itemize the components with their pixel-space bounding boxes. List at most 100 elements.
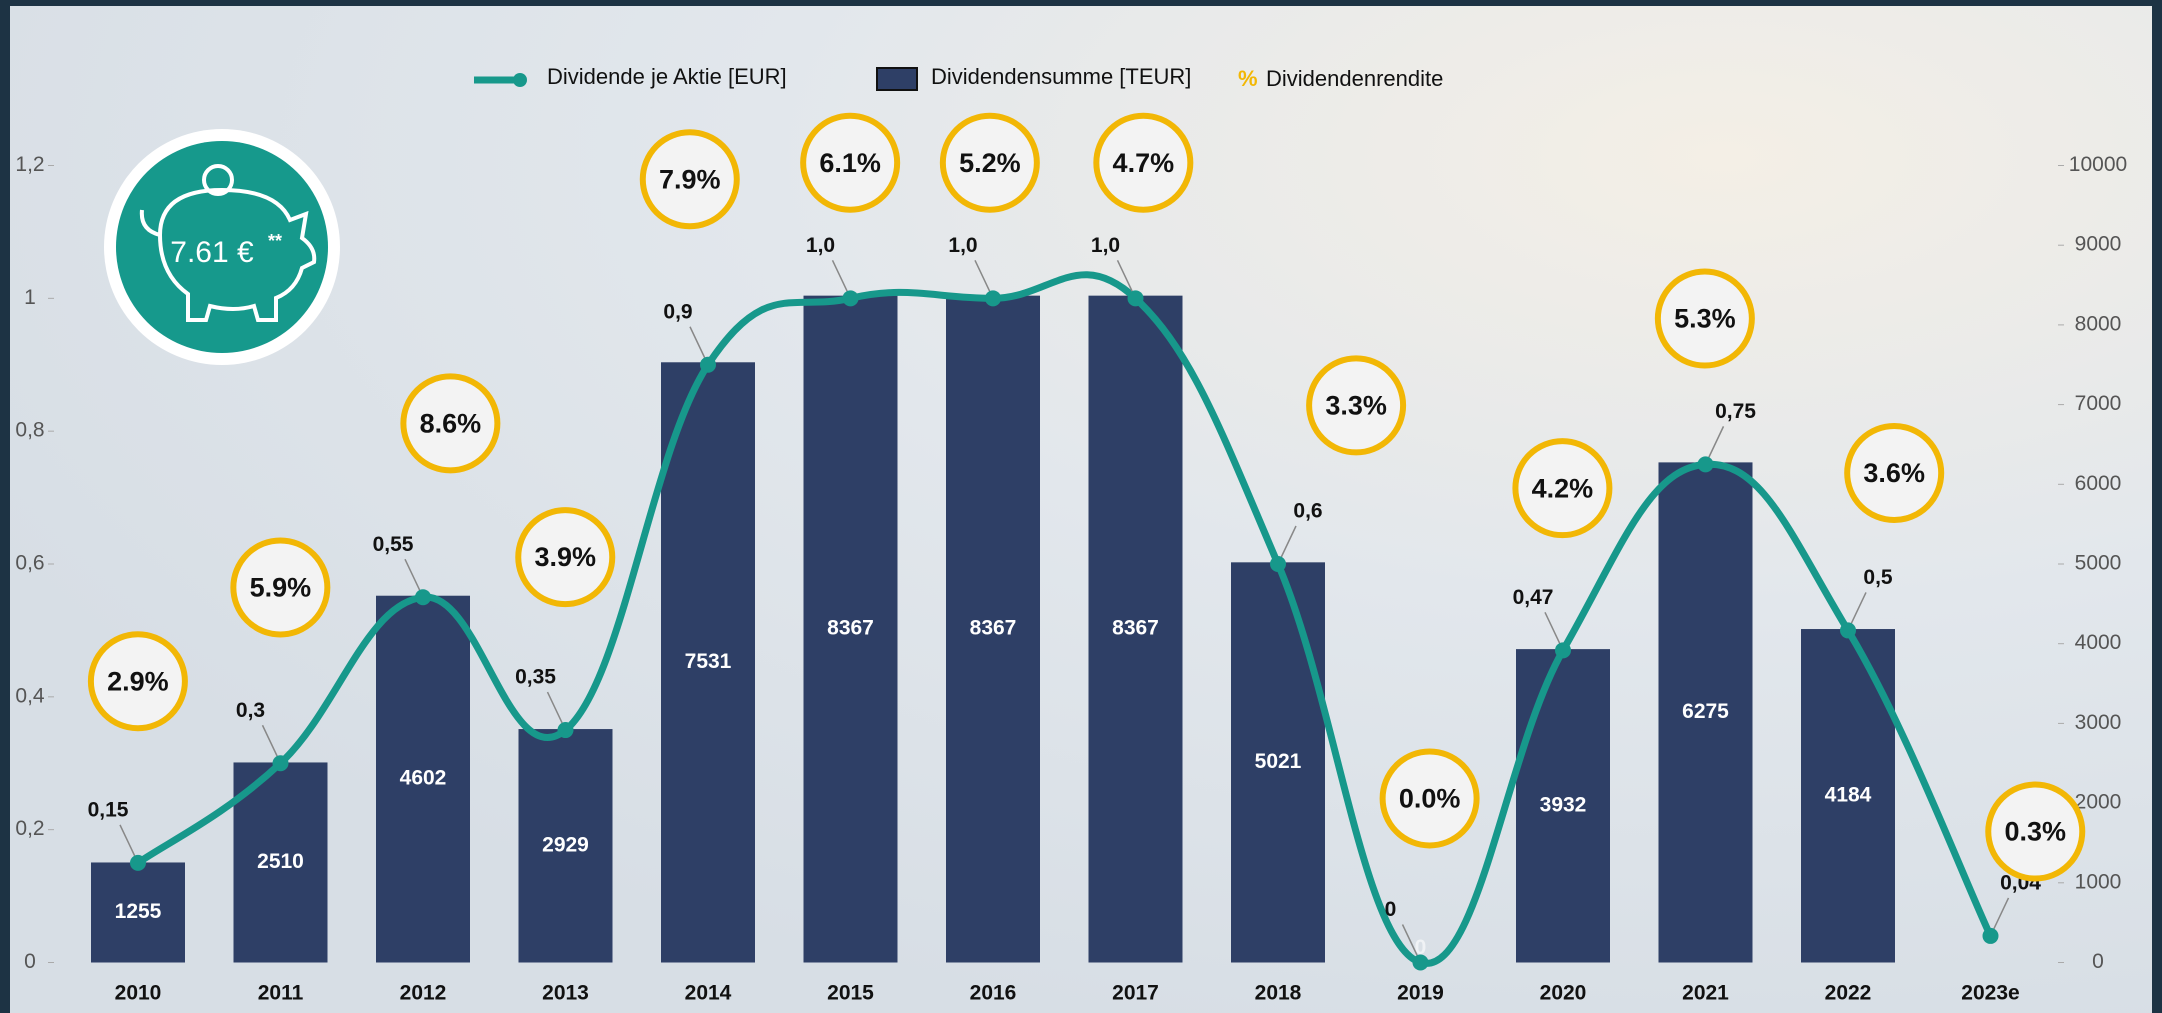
y2-tick-label: 9000 (2075, 233, 2122, 256)
legend-label: Dividende je Aktie [EUR] (547, 64, 787, 89)
line-point (272, 755, 289, 772)
badge-value: 7.61 € (170, 236, 254, 269)
line-point (842, 290, 859, 307)
yield-badge (1512, 438, 1613, 539)
yield-label: 0.3% (2004, 817, 2066, 847)
yield-badge (1985, 781, 2086, 882)
yield-label: 2.9% (107, 666, 169, 696)
bar-value-label: 7531 (685, 650, 732, 673)
bar (1088, 295, 1183, 963)
line-point (985, 290, 1001, 307)
bar-value-label: 2510 (257, 850, 304, 873)
bar (233, 762, 328, 963)
bar-value-label: 8367 (1112, 617, 1159, 640)
legend-label: Dividendensumme [TEUR] (931, 64, 1191, 89)
line-value-label: 0,3 (236, 699, 265, 722)
x-tick-label: 2014 (685, 982, 732, 1005)
y2-tick-label: 4000 (2075, 631, 2122, 654)
y2-tick-label: 1000 (2075, 870, 2122, 893)
y-tick-label: 0 (24, 950, 36, 973)
y2-tick-label: 5000 (2075, 552, 2122, 575)
y-tick-label: 1 (24, 286, 36, 309)
yield-badge (639, 129, 740, 230)
bar (661, 362, 755, 963)
yield-badge (1306, 355, 1407, 456)
badge-note: ** (268, 231, 282, 251)
y-tick-label: 1,2 (15, 153, 44, 176)
legend-symbol: % (1238, 66, 1258, 91)
yield-label: 5.9% (250, 573, 312, 603)
yield-badge (87, 631, 188, 732)
y2-tick-label: 2000 (2075, 791, 2122, 814)
legend-line-marker (513, 73, 527, 87)
x-tick-label: 2016 (970, 982, 1017, 1005)
bar-value-label: 1255 (115, 900, 162, 923)
x-tick-label: 2015 (827, 982, 874, 1005)
line-value-label: 0,15 (88, 798, 129, 821)
bar (946, 295, 1040, 963)
bar-value-label: 5021 (1255, 750, 1302, 773)
yield-label: 3.6% (1863, 458, 1925, 488)
yield-badge (515, 507, 616, 608)
line-point (700, 356, 716, 373)
line-point (1270, 556, 1286, 572)
bar (1516, 649, 1610, 963)
y2-tick-label: 10000 (2069, 153, 2127, 176)
yield-badge (400, 373, 501, 474)
bar-value-label: 3932 (1540, 793, 1587, 816)
yield-badge (800, 112, 901, 213)
line-point (1127, 290, 1144, 307)
legend: Dividende je Aktie [EUR] Dividendensumme… (474, 64, 1443, 91)
bar-value-label: 8367 (827, 617, 874, 640)
y-tick-label: 0,4 (15, 684, 45, 707)
bar (91, 862, 185, 963)
y-tick-label: 0,8 (15, 419, 44, 442)
line-value-label: 0,6 (1293, 500, 1322, 523)
bar (376, 595, 470, 963)
bar-value-label: 8367 (970, 617, 1017, 640)
line-point (130, 854, 146, 871)
background (10, 6, 2152, 1013)
bar (1231, 562, 1325, 963)
line-value-label: 0,47 (1513, 586, 1554, 609)
line-point (1555, 642, 1571, 659)
yield-label: 5.2% (959, 148, 1021, 178)
yield-label: 0.0% (1399, 784, 1461, 814)
y2-tick-label: 6000 (2075, 472, 2122, 495)
x-tick-label: 2012 (400, 982, 447, 1005)
line-value-label: 0,35 (515, 666, 556, 689)
line-value-label: 1,0 (1091, 234, 1120, 257)
yield-label: 5.3% (1674, 304, 1736, 334)
yield-label: 3.9% (534, 542, 596, 572)
bar-value-label: 4184 (1825, 783, 1872, 806)
line-value-label: 1,0 (806, 234, 835, 257)
yield-label: 4.2% (1532, 473, 1594, 503)
x-tick-label: 2021 (1682, 982, 1729, 1005)
line-point (1840, 622, 1856, 639)
x-tick-label: 2023e (1961, 982, 2019, 1005)
yield-badge (1093, 112, 1194, 213)
line-value-label: 0 (1385, 898, 1397, 921)
yield-badge (939, 112, 1040, 213)
line-point (557, 722, 574, 739)
line-point (1697, 456, 1714, 473)
bar (1658, 462, 1753, 963)
badge: 7.61 € ** (104, 129, 340, 365)
yield-badge (230, 537, 331, 638)
x-tick-label: 2010 (115, 982, 162, 1005)
yield-label: 4.7% (1113, 148, 1175, 178)
line-point (1412, 954, 1429, 971)
yield-badge (1654, 268, 1755, 369)
coin-icon (202, 164, 234, 196)
y2-tick-label: 7000 (2075, 392, 2122, 415)
x-tick-label: 2022 (1825, 982, 1872, 1005)
piggy-icon (139, 187, 317, 322)
x-tick-label: 2013 (542, 982, 589, 1005)
yield-label: 6.1% (819, 148, 881, 178)
yield-label: 3.3% (1325, 391, 1387, 421)
y2-tick-label: 3000 (2075, 711, 2122, 734)
x-tick-label: 2019 (1397, 982, 1444, 1005)
yield-label: 7.9% (659, 164, 721, 194)
bar-value-label: 6275 (1682, 700, 1729, 723)
